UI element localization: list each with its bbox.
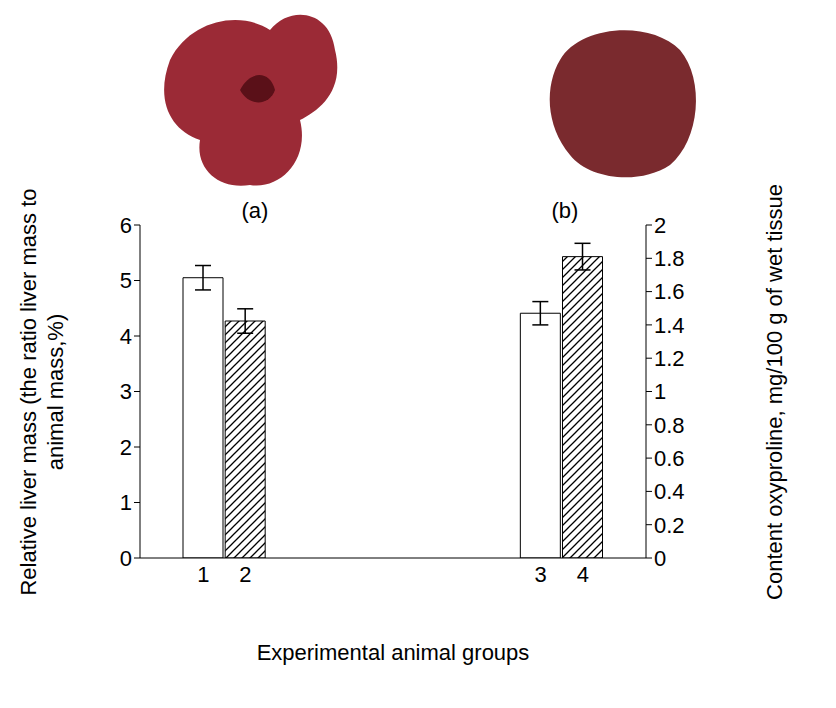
svg-text:1.2: 1.2 (654, 346, 685, 371)
svg-text:1: 1 (654, 379, 666, 404)
svg-text:0.4: 0.4 (654, 479, 685, 504)
svg-text:5: 5 (120, 268, 132, 293)
svg-text:4: 4 (577, 562, 589, 587)
html-text:(a): (a) (241, 198, 269, 223)
svg-text:2: 2 (120, 435, 132, 460)
html-text:(b): (b) (551, 198, 579, 223)
svg-text:3: 3 (534, 562, 546, 587)
html-text:Relative liver mass (the ratio: Relative liver mass (the ratio liver mas… (16, 187, 68, 596)
html-text:Content oxyproline, mg/100 g o: Content oxyproline, mg/100 g of wet tiss… (761, 183, 787, 600)
svg-text:2: 2 (654, 213, 666, 238)
svg-text:0: 0 (654, 546, 666, 571)
svg-text:1.4: 1.4 (654, 313, 685, 338)
svg-text:3: 3 (120, 379, 132, 404)
svg-text:1.8: 1.8 (654, 246, 685, 271)
svg-text:6: 6 (120, 213, 132, 238)
svg-text:0: 0 (120, 546, 132, 571)
svg-text:1: 1 (197, 562, 209, 587)
svg-text:1: 1 (120, 490, 132, 515)
svg-text:1.6: 1.6 (654, 279, 685, 304)
svg-text:2: 2 (239, 562, 251, 587)
svg-text:0.8: 0.8 (654, 413, 685, 438)
svg-text:0.2: 0.2 (654, 513, 685, 538)
svg-text:4: 4 (120, 324, 132, 349)
svg-text:0.6: 0.6 (654, 446, 685, 471)
svg-text:Experimental animal groups: Experimental animal groups (257, 640, 530, 665)
